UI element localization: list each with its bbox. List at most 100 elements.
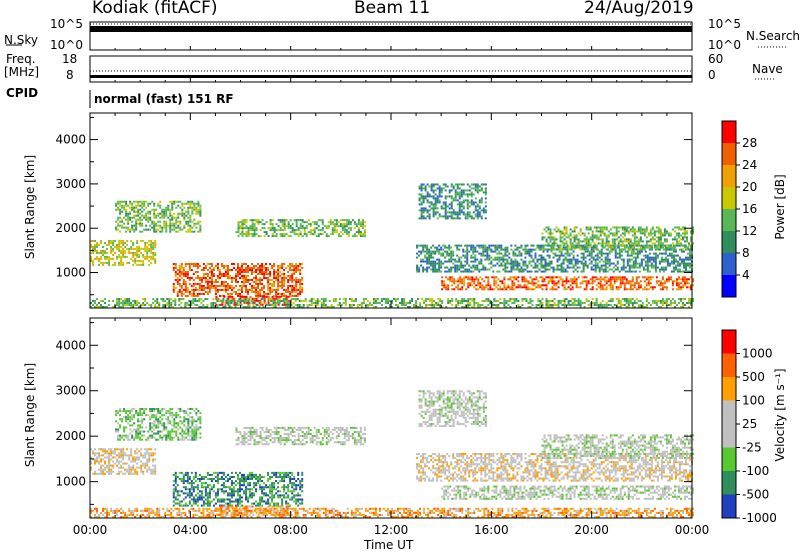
power-cell bbox=[459, 302, 462, 305]
power-cell bbox=[230, 292, 233, 295]
power-cell bbox=[357, 231, 360, 234]
power-cell bbox=[585, 284, 588, 287]
power-cell bbox=[653, 230, 656, 233]
power-cell bbox=[295, 280, 298, 283]
power-cell bbox=[163, 216, 166, 219]
power-cell bbox=[660, 244, 663, 247]
power-cell bbox=[298, 304, 301, 307]
power-cell bbox=[619, 240, 622, 243]
power-cell bbox=[420, 187, 423, 190]
power-cell bbox=[317, 229, 320, 232]
power-cell bbox=[349, 227, 352, 230]
power-cell bbox=[512, 250, 515, 253]
power-cell bbox=[283, 276, 286, 279]
power-cell bbox=[238, 269, 241, 271]
power-cell bbox=[174, 265, 177, 268]
power-cell bbox=[434, 262, 437, 265]
power-cell bbox=[635, 276, 638, 279]
power-cell bbox=[583, 232, 586, 235]
power-cell bbox=[482, 254, 485, 257]
power-cell bbox=[639, 240, 642, 243]
power-cell bbox=[149, 224, 152, 227]
power-cell bbox=[416, 270, 419, 273]
power-cell bbox=[292, 298, 295, 301]
power-cell bbox=[257, 282, 260, 285]
power-cell bbox=[277, 274, 280, 277]
power-cell bbox=[681, 302, 684, 305]
power-cell bbox=[430, 185, 433, 188]
power-cell bbox=[598, 268, 601, 271]
power-cell bbox=[548, 268, 551, 271]
power-cell bbox=[293, 286, 296, 289]
power-cell bbox=[305, 221, 308, 224]
power-cell bbox=[94, 306, 97, 309]
power-cell bbox=[469, 276, 472, 279]
power-cell bbox=[295, 219, 298, 222]
power-cell bbox=[620, 254, 623, 257]
power-cell bbox=[90, 257, 92, 260]
power-cell bbox=[636, 262, 639, 265]
power-cell bbox=[206, 290, 209, 293]
power-cell bbox=[586, 248, 589, 251]
power-cell bbox=[92, 239, 95, 242]
power-cell bbox=[231, 299, 234, 302]
power-cell bbox=[485, 276, 488, 279]
power-cell bbox=[192, 265, 195, 268]
power-cell bbox=[259, 235, 262, 238]
power-cell bbox=[255, 233, 258, 236]
power-cell bbox=[515, 278, 518, 281]
power-cell bbox=[462, 213, 465, 216]
power-cell bbox=[577, 240, 580, 243]
power-cell bbox=[613, 232, 616, 235]
power-cell bbox=[179, 200, 182, 203]
power-cell bbox=[275, 297, 278, 300]
power-cell bbox=[224, 306, 227, 309]
power-cell bbox=[683, 234, 686, 237]
power-cell bbox=[416, 244, 419, 247]
power-cell bbox=[679, 228, 682, 231]
power-cell bbox=[301, 235, 304, 238]
power-cell bbox=[154, 245, 157, 248]
power-cell bbox=[482, 248, 485, 251]
power-cell bbox=[261, 227, 264, 230]
power-cell bbox=[611, 248, 614, 251]
power-cell bbox=[494, 256, 497, 259]
power-cell bbox=[615, 230, 618, 233]
power-cell bbox=[430, 260, 433, 263]
power-cell bbox=[615, 226, 618, 229]
power-cell bbox=[640, 262, 643, 265]
power-cell bbox=[492, 270, 495, 273]
power-cell bbox=[208, 286, 211, 289]
power-cell bbox=[261, 270, 264, 273]
power-cell bbox=[126, 261, 129, 264]
power-cell bbox=[186, 302, 189, 305]
power-cell bbox=[516, 268, 519, 271]
power-cell bbox=[606, 260, 609, 263]
power-cell bbox=[579, 304, 582, 307]
power-cell bbox=[643, 306, 646, 309]
power-cell bbox=[456, 199, 459, 202]
power-cell bbox=[143, 214, 146, 217]
power-cell bbox=[120, 261, 123, 264]
power-cell bbox=[568, 262, 571, 265]
power-cell bbox=[200, 269, 203, 271]
power-cell bbox=[545, 286, 548, 289]
power-cell bbox=[676, 254, 679, 257]
power-cell bbox=[589, 302, 592, 305]
power-cell bbox=[645, 278, 648, 281]
power-cell bbox=[551, 278, 554, 281]
power-cell bbox=[456, 187, 459, 190]
power-cell bbox=[186, 304, 189, 307]
power-cell bbox=[637, 284, 640, 287]
power-cell bbox=[648, 270, 651, 273]
power-cell bbox=[242, 298, 245, 301]
power-cell bbox=[141, 214, 144, 217]
power-cell bbox=[436, 201, 439, 204]
power-cell bbox=[257, 235, 260, 238]
power-cell bbox=[270, 304, 273, 307]
power-cell bbox=[576, 244, 579, 247]
power-cell bbox=[104, 302, 107, 305]
power-cell bbox=[234, 302, 237, 305]
power-cell bbox=[287, 225, 290, 228]
power-cell bbox=[120, 239, 123, 242]
